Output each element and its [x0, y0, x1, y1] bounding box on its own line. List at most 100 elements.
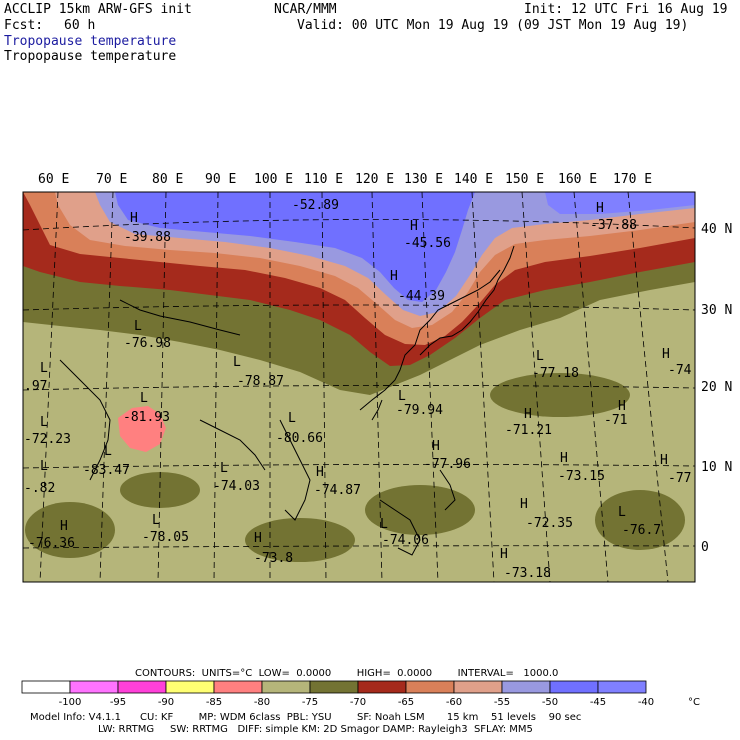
annotation-marker: H: [410, 219, 418, 234]
annotation-value: -.82: [24, 481, 55, 496]
annotation-marker: L: [380, 517, 388, 532]
annotation-value: -72.23: [24, 432, 71, 447]
lon-label: 120 E: [355, 172, 395, 187]
annotation-marker: L: [536, 349, 544, 364]
annotation-marker: H: [524, 407, 532, 422]
field-title-1: Tropopause temperature: [4, 34, 177, 49]
legend-tick: -45: [590, 697, 606, 708]
legend-color-box: [117, 680, 167, 694]
legend-color-box: [309, 680, 359, 694]
annotation-value: -74.87: [314, 483, 361, 498]
annotation-value: -39.88: [124, 230, 171, 245]
blotch: [245, 518, 355, 562]
lat-label: 40 N: [701, 222, 733, 237]
map-frame: [22, 191, 696, 583]
annotation-value: -81.93: [123, 410, 170, 425]
model-title: ACCLIP 15km ARW-GFS init: [4, 2, 192, 17]
lon-label: 80 E: [152, 172, 184, 187]
annotation-marker: H: [618, 399, 626, 414]
lat-label: 20 N: [701, 380, 733, 395]
legend-color-box: [549, 680, 599, 694]
contours-info: CONTOURS: UNITS=°C LOW= 0.0000 HIGH= 0.0…: [135, 668, 559, 679]
blotch: [490, 373, 630, 417]
annotation-value: -72.35: [526, 516, 573, 531]
legend-tick: -65: [398, 697, 414, 708]
legend-tick: -70: [350, 697, 366, 708]
annotation-value: -52.89: [292, 198, 339, 213]
annotation-value: -76.36: [28, 536, 75, 551]
annotation-value: -74.03: [213, 479, 260, 494]
legend-color-box: [597, 680, 647, 694]
annotation-marker: L: [152, 513, 160, 528]
annotation-value: -79.94: [396, 403, 443, 418]
annotation-marker: L: [288, 411, 296, 426]
legend-color-box: [357, 680, 407, 694]
legend-tick: -55: [494, 697, 510, 708]
annotation-value: -83.47: [83, 463, 130, 478]
graticule: [23, 192, 695, 582]
lat-label: 30 N: [701, 303, 733, 318]
legend-color-box: [501, 680, 551, 694]
annotation-value: -80.66: [276, 431, 323, 446]
annotation-value: -76.98: [124, 336, 171, 351]
blotch: [25, 502, 115, 558]
annotation-value: -78.87: [237, 374, 284, 389]
annotation-value: -73.8: [254, 551, 293, 566]
annotation-marker: L: [40, 361, 48, 376]
annotation-value: -71: [604, 413, 627, 428]
annotation-marker: L: [40, 459, 48, 474]
model-info-line1: Model Info: V4.1.1 CU: KF MP: WDM 6class…: [30, 712, 582, 723]
annotation-value: -78.05: [142, 530, 189, 545]
legend-tick: -60: [446, 697, 462, 708]
annotation-marker: L: [398, 389, 406, 404]
annotation-value: -74.06: [382, 533, 429, 548]
lat-label: 10 N: [701, 460, 733, 475]
annotation-marker: H: [560, 451, 568, 466]
annotation-value: -74: [668, 363, 692, 378]
legend-color-box: [165, 680, 215, 694]
lon-label: 130 E: [404, 172, 444, 187]
legend-color-box: [453, 680, 503, 694]
legend-tick: -40: [638, 697, 654, 708]
annotation-value: -45.56: [404, 236, 451, 251]
annotation-value: -71.21: [505, 423, 552, 438]
annotation-marker: L: [134, 319, 142, 334]
annotation-marker: H: [596, 201, 604, 216]
fcst-value: 60 h: [64, 18, 96, 33]
lon-label: 170 E: [613, 172, 653, 187]
annotation-marker: H: [660, 453, 668, 468]
coastlines: [59, 245, 515, 556]
annotation-value: .97: [24, 379, 47, 394]
legend-tick: -85: [206, 697, 222, 708]
annotation-marker: H: [130, 211, 138, 226]
legend-tick: -95: [110, 697, 126, 708]
blotch: [595, 490, 685, 550]
annotation-value: -73.18: [504, 566, 551, 581]
lat-label: 0: [701, 540, 709, 555]
fcst-label: Fcst:: [4, 18, 44, 33]
cold-patch: [118, 406, 166, 452]
lon-label: 140 E: [454, 172, 494, 187]
annotation-value: -77.96: [424, 457, 471, 472]
annotation-value: -77.18: [532, 366, 579, 381]
band-blue-east: [545, 192, 695, 214]
org-label: NCAR/MMM: [274, 2, 337, 17]
annotation-value: -44.39: [398, 289, 445, 304]
lon-label: 90 E: [205, 172, 237, 187]
annotation-value: -76.7: [622, 523, 661, 538]
lon-label: 150 E: [505, 172, 545, 187]
annotation-marker: H: [432, 439, 440, 454]
annotations: H -39.88 -52.89 H -45.56 H -44.39 H -37.…: [24, 198, 692, 581]
annotation-marker: L: [220, 461, 228, 476]
legend-tick: -75: [302, 697, 318, 708]
annotation-marker: L: [104, 444, 112, 459]
legend-tick: -50: [542, 697, 558, 708]
legend-color-box: [69, 680, 119, 694]
annotation-marker: H: [390, 269, 398, 284]
annotation-value: -73.15: [558, 469, 605, 484]
annotation-marker: L: [140, 391, 148, 406]
color-legend: -100 -95 -90 -85 -80 -75 -70 -65 -60 -55…: [21, 680, 700, 708]
annotation-value: -37.88: [590, 218, 637, 233]
annotation-marker: H: [254, 531, 262, 546]
